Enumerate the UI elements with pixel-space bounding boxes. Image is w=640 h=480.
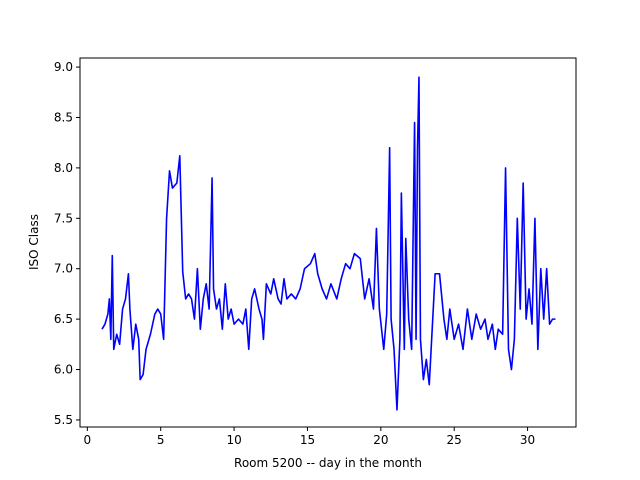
y-tick-label: 8.5 xyxy=(54,110,73,124)
plot-area xyxy=(80,58,576,427)
x-tick-label: 10 xyxy=(226,433,241,447)
y-tick-label: 7.0 xyxy=(54,262,73,276)
x-axis-label: Room 5200 -- day in the month xyxy=(234,456,422,470)
plot xyxy=(101,76,556,411)
x-tick-label: 30 xyxy=(520,433,535,447)
y-tick-label: 5.5 xyxy=(54,413,73,427)
axes-frame xyxy=(79,57,577,428)
x-tick-label: 15 xyxy=(300,433,315,447)
y-tick-label: 9.0 xyxy=(54,60,73,74)
y-tick-label: 7.5 xyxy=(54,211,73,225)
y-tick-label: 6.5 xyxy=(54,312,73,326)
y-tick-label: 6.0 xyxy=(54,363,73,377)
x-tick-label: 0 xyxy=(84,433,92,447)
line-series xyxy=(101,76,556,411)
x-tick-label: 25 xyxy=(447,433,462,447)
y-tick-label: 8.0 xyxy=(54,161,73,175)
x-tick-label: 5 xyxy=(157,433,165,447)
y-axis-label: ISO Class xyxy=(27,214,41,270)
x-tick-label: 20 xyxy=(373,433,388,447)
